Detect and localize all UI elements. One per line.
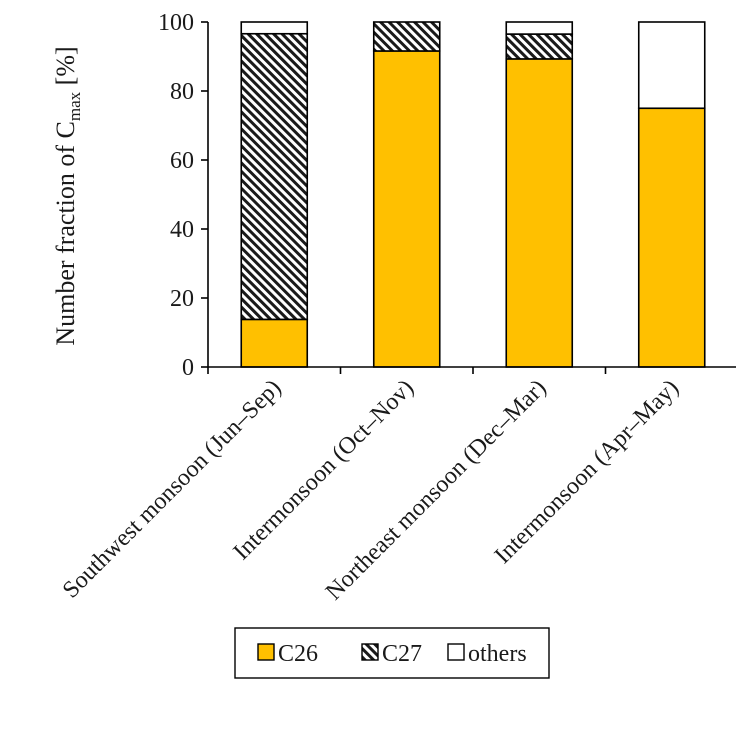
bar-segment-others [637, 21, 706, 110]
x-axis-category-labels: Southwest monsoon (Jun–Sep)Intermonsoon … [58, 375, 684, 605]
y-tick-label: 60 [170, 148, 194, 174]
legend-frame [234, 627, 550, 679]
x-category-label: Southwest monsoon (Jun–Sep) [58, 375, 287, 604]
y-axis-title-main: Number fraction of C [51, 121, 80, 346]
bar-segment-c27 [372, 21, 441, 52]
bar-segment-c26 [505, 58, 574, 368]
bar-segment-c27 [240, 32, 309, 321]
x-category-label: Northeast monsoon (Dec–Mar) [321, 375, 551, 605]
legend-label-c26: C26 [278, 641, 318, 667]
bars [240, 21, 706, 368]
y-axis-ticks: 0 20 40 60 80 100 [158, 10, 208, 381]
bar-segment-c26 [372, 50, 441, 368]
x-axis-ticks [207, 367, 607, 374]
legend-label-c27: C27 [382, 641, 422, 667]
bar-segment-c26 [637, 107, 706, 368]
bar-segment-c26 [240, 318, 309, 368]
y-axis-title-unit: [%] [51, 46, 80, 91]
y-axis-title: Number fraction of Cmax [%] [51, 46, 84, 345]
svg-text:Number fraction of Cmax [%]: Number fraction of Cmax [%] [51, 46, 84, 345]
y-tick-label: 100 [158, 10, 194, 36]
bar-segment-c27 [505, 33, 574, 60]
y-tick-label: 80 [170, 79, 194, 105]
bar-segment-others [240, 21, 309, 35]
y-tick-label: 0 [182, 355, 194, 381]
legend-swatch-c27 [361, 643, 379, 661]
y-axis-title-subscript: max [65, 91, 84, 121]
y-tick-label: 20 [170, 286, 194, 312]
bar-segment-others [505, 21, 574, 35]
legend-swatch-c26 [257, 643, 275, 661]
legend-swatch-others [447, 643, 465, 661]
legend-label-others: others [468, 641, 527, 667]
legend: C26 C27 others [234, 627, 550, 679]
y-tick-label: 40 [170, 217, 194, 243]
